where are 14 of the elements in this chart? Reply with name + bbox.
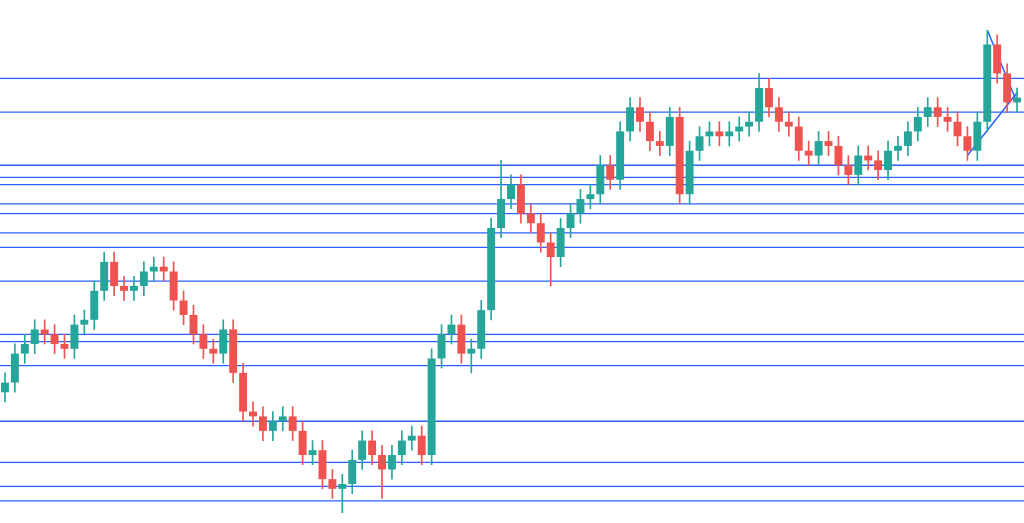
- candlestick: [784, 111, 793, 137]
- candlestick: [129, 276, 138, 301]
- candlestick: [278, 406, 287, 432]
- candlestick: [745, 111, 754, 137]
- candlestick: [467, 338, 476, 374]
- candlestick: [159, 256, 168, 282]
- candlestick: [655, 131, 664, 156]
- candlestick: [120, 276, 128, 301]
- candlestick: [407, 425, 416, 451]
- candlestick: [149, 256, 158, 282]
- candlestick: [725, 121, 734, 147]
- candlestick: [338, 474, 347, 513]
- candlestick: [894, 135, 902, 161]
- candlestick: [804, 140, 813, 166]
